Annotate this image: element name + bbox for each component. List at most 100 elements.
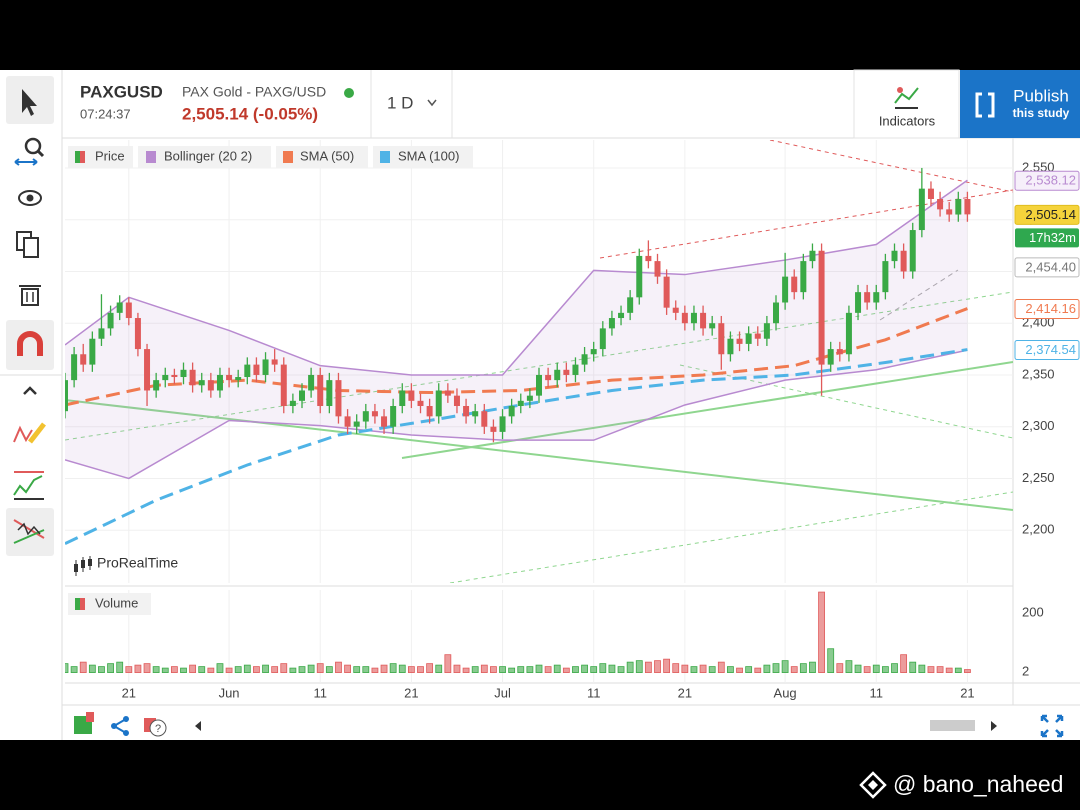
x-tick-label: Jul — [494, 685, 511, 700]
share-tool[interactable] — [111, 716, 129, 736]
volume-bar — [371, 667, 379, 673]
candle-body — [371, 411, 378, 417]
legend-swatch — [80, 151, 85, 163]
magnet-tool[interactable] — [17, 331, 43, 356]
candle-body — [627, 297, 634, 313]
collapse-toggle[interactable] — [23, 386, 37, 395]
volume-bar — [809, 661, 816, 673]
volume-bar — [335, 661, 342, 673]
volume-bar — [772, 663, 780, 673]
volume-bar — [799, 663, 807, 673]
candle-body — [71, 354, 78, 381]
volume-bar — [508, 667, 516, 673]
drawn-trend-line[interactable] — [879, 269, 959, 321]
volume-bar — [590, 666, 598, 673]
zoom-tool[interactable] — [14, 137, 45, 166]
candle-body — [390, 406, 397, 427]
legend-box[interactable] — [276, 146, 368, 168]
status-dot — [344, 88, 354, 98]
scroll-right[interactable] — [991, 721, 997, 731]
candle-body — [80, 354, 87, 365]
value-tag-label: 2,374.54 — [1025, 342, 1076, 357]
candle-body — [453, 395, 460, 407]
volume-bar — [143, 663, 151, 673]
candle-body — [98, 328, 105, 339]
pointer-tool[interactable] — [22, 89, 37, 116]
pattern-tool[interactable] — [13, 519, 45, 544]
candle-body — [964, 198, 971, 215]
legend-box[interactable] — [373, 146, 473, 168]
volume-bar — [316, 663, 324, 673]
x-tick-label: 21 — [960, 685, 974, 700]
candle-body — [882, 261, 889, 293]
candle-body — [326, 380, 333, 407]
drawn-trend-line[interactable] — [769, 140, 1013, 193]
candle-body — [608, 318, 615, 329]
value-tag — [1014, 257, 1080, 278]
volume-bar — [289, 667, 297, 673]
interval[interactable]: 1 D — [387, 93, 413, 112]
value-tag-label: 2,414.16 — [1025, 301, 1076, 316]
chevron — [427, 99, 437, 107]
candle-body — [554, 369, 561, 381]
watermark: @ bano_naheed — [859, 771, 1063, 799]
fullscreen[interactable] — [1040, 714, 1064, 738]
scroll-thumb[interactable] — [930, 720, 975, 731]
volume-bar — [170, 666, 178, 673]
copy-tool[interactable] — [16, 231, 39, 258]
x-tick-label: 21 — [678, 685, 692, 700]
trend-tool[interactable] — [13, 471, 44, 500]
volume-bar — [781, 660, 789, 673]
candle-body — [417, 400, 424, 407]
candle-body — [800, 261, 807, 293]
help-tool[interactable]: ? — [144, 718, 167, 737]
save-tool[interactable] — [74, 712, 94, 734]
legend-label: SMA (100) — [398, 148, 459, 163]
candle-body — [618, 312, 625, 319]
volume-bar — [98, 666, 105, 673]
publish-box[interactable] — [960, 70, 1080, 138]
interval-button[interactable]: 1 D — [387, 93, 437, 112]
indicators-button[interactable]: Indicators — [853, 69, 960, 139]
volume-bar — [398, 664, 406, 673]
candle-body — [65, 380, 68, 412]
volume-bar — [736, 667, 743, 673]
indicators-label[interactable]: Indicators — [879, 113, 936, 128]
candle-body — [171, 374, 178, 378]
drawn-trend-line[interactable] — [65, 399, 1013, 511]
left-toolbar — [0, 70, 63, 740]
candle-body — [180, 369, 187, 378]
legend-box[interactable] — [138, 146, 271, 168]
drawn-trend-line[interactable] — [449, 491, 1013, 583]
delete-tool[interactable] — [19, 285, 41, 306]
candle-body — [508, 406, 515, 417]
volume-bar — [544, 666, 552, 673]
volume-bar — [362, 666, 370, 673]
publish-sublabel[interactable]: this study — [1013, 106, 1070, 120]
volume-bar — [207, 667, 215, 673]
drawn-trend-line[interactable] — [401, 361, 1013, 459]
volume-bar — [644, 661, 652, 673]
volume-bar — [65, 663, 69, 673]
publish-label[interactable]: Publish — [1013, 86, 1069, 105]
volume-tick-label: 2 — [1022, 663, 1029, 678]
volume-bar — [626, 661, 634, 673]
volume-bar — [535, 664, 543, 673]
publish-button[interactable]: Publish this study — [960, 70, 1080, 138]
scroll-left[interactable] — [195, 721, 201, 731]
bollinger-upper — [65, 179, 968, 376]
candle-body — [654, 261, 661, 277]
volume-bar — [863, 666, 871, 673]
candle-body — [690, 312, 697, 324]
volume-tick-label: 200 — [1022, 604, 1044, 619]
drawn-trend-line[interactable] — [599, 189, 1013, 259]
volume-bar — [891, 663, 898, 673]
legend-box[interactable] — [68, 593, 151, 615]
eye-tool[interactable] — [18, 190, 42, 206]
draw-tool[interactable] — [13, 422, 46, 444]
indicators-box[interactable] — [853, 69, 960, 139]
candle-body — [572, 364, 579, 375]
candle-body — [144, 349, 151, 391]
volume-bar — [462, 667, 470, 673]
volume-bar — [608, 664, 616, 673]
